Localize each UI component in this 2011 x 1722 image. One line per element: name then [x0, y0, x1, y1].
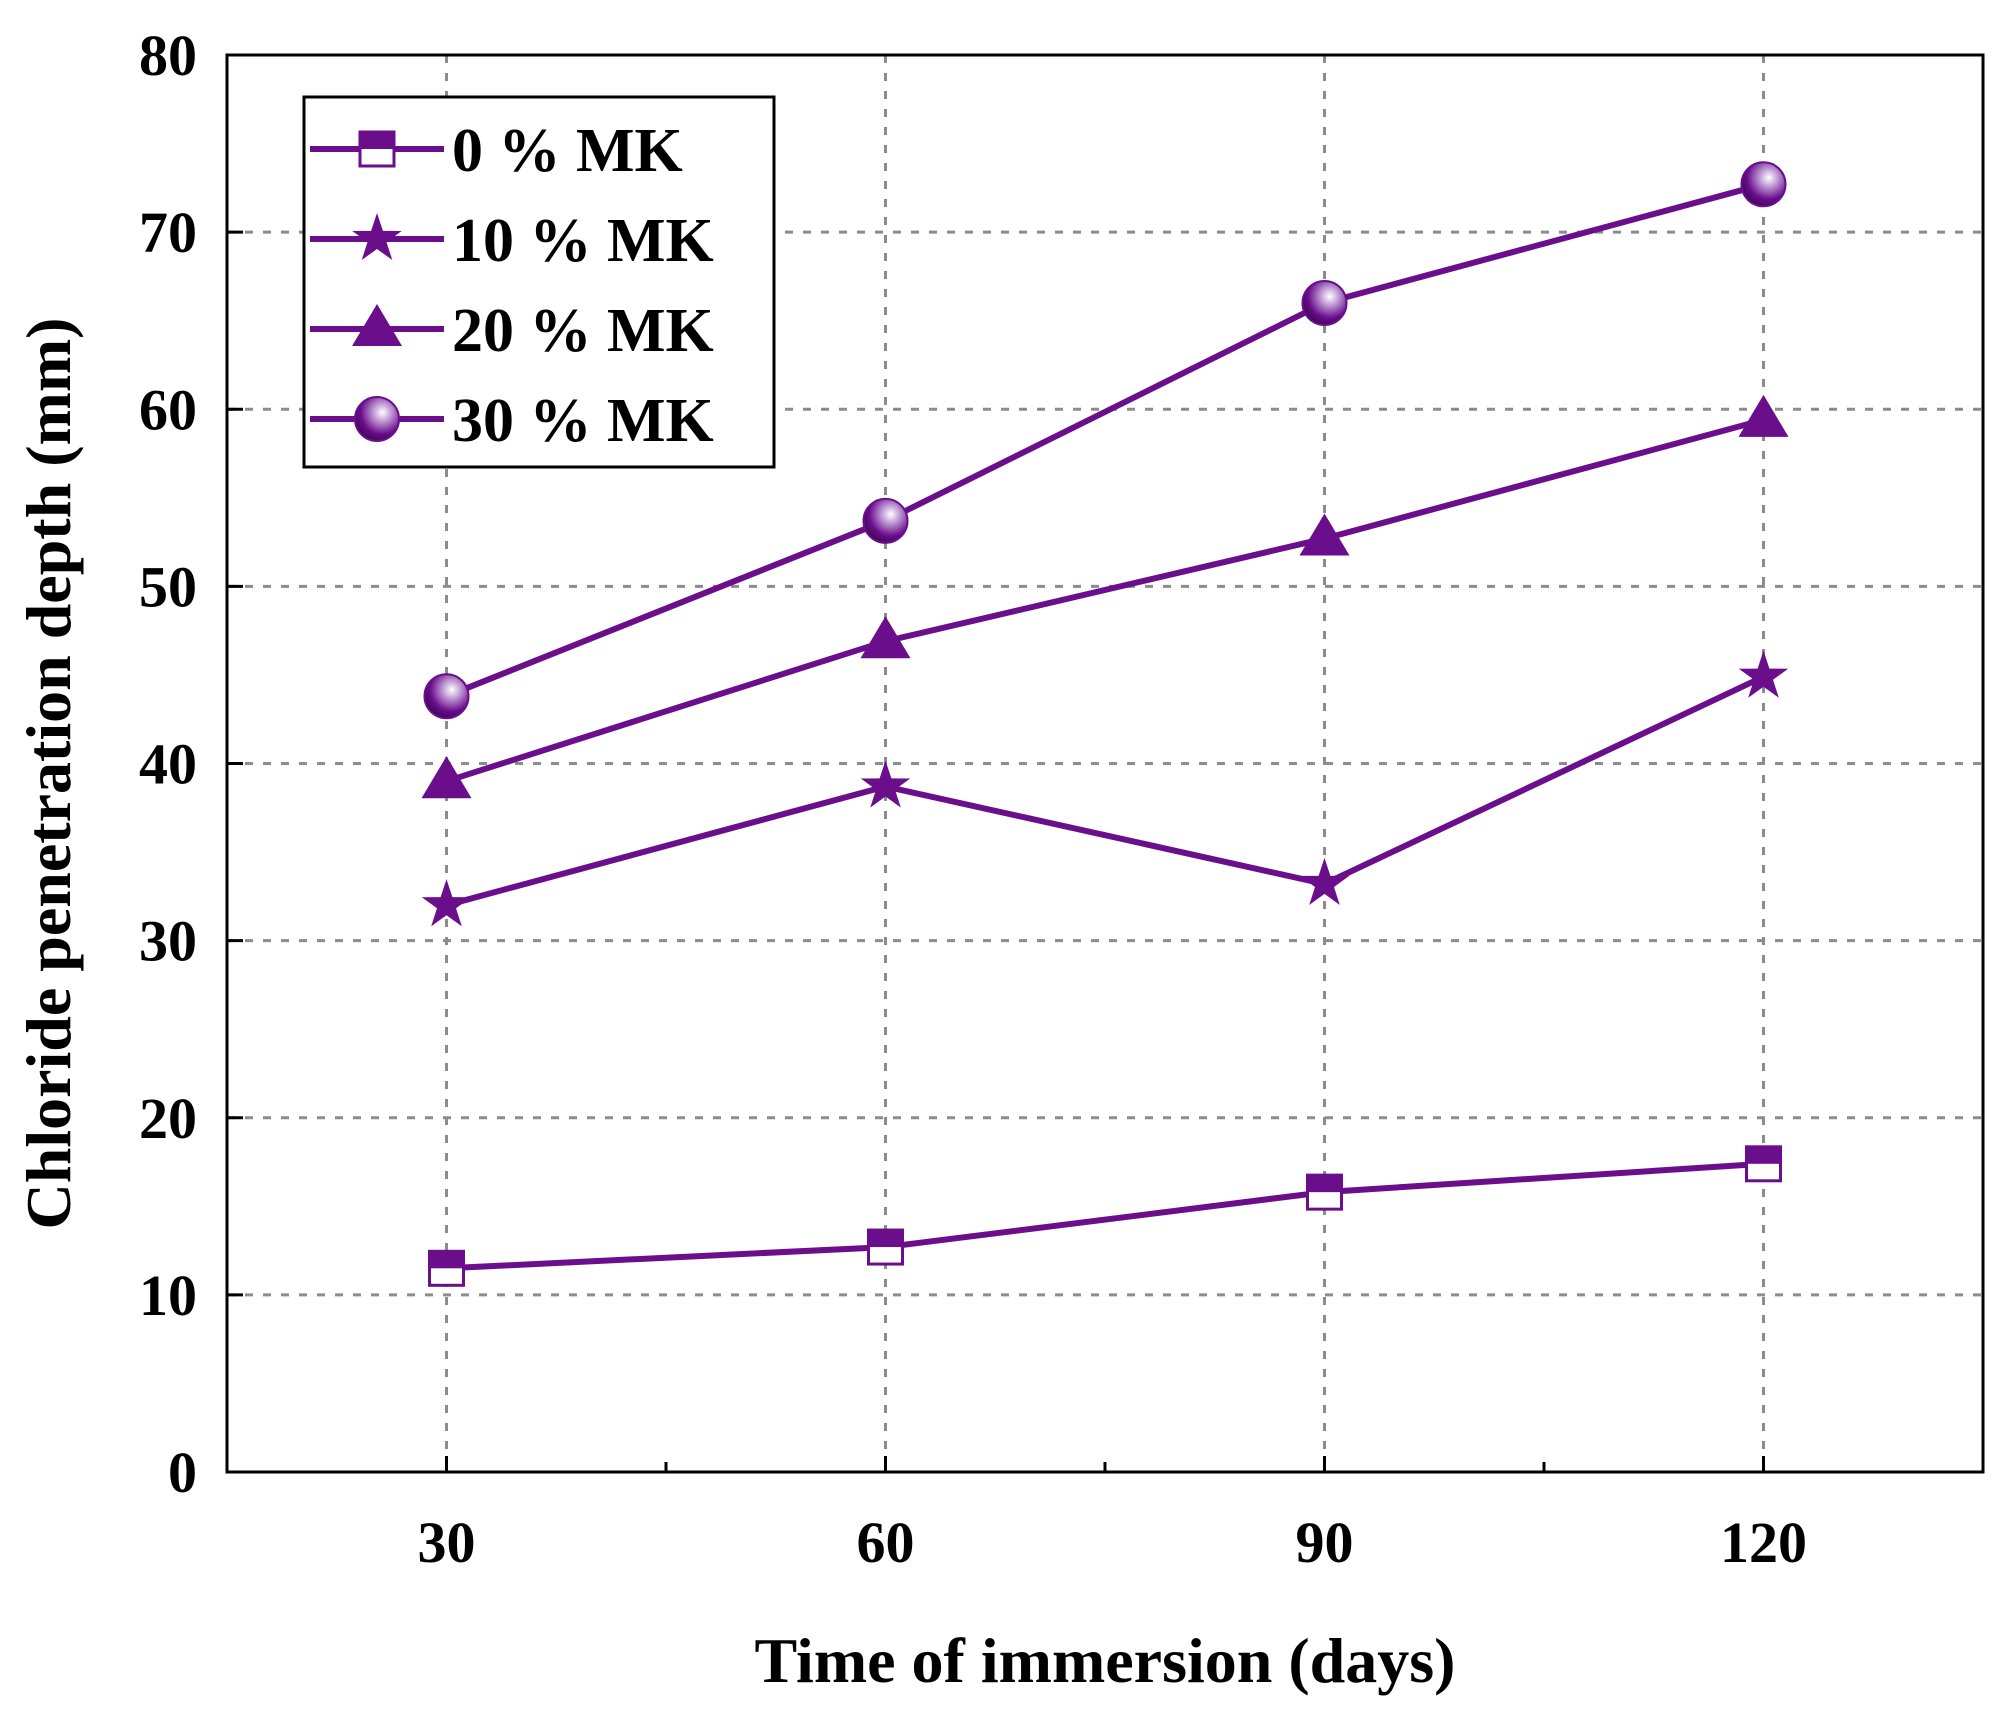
marker-sphere: [423, 673, 470, 720]
data-point: [867, 1228, 904, 1266]
x-tick-label: 60: [857, 1510, 915, 1575]
y-tick-label: 0: [168, 1440, 197, 1505]
marker-triangle: [352, 304, 402, 346]
legend-marker: [352, 304, 402, 346]
x-axis-title: Time of immersion (days): [755, 1625, 1456, 1696]
legend-label: 10 % MK: [452, 207, 714, 275]
legend-item: 30 % MK: [310, 387, 714, 455]
y-tick-label: 40: [139, 732, 197, 797]
data-point: [1745, 1145, 1782, 1183]
marker-triangle: [421, 756, 472, 799]
legend-label: 20 % MK: [452, 297, 714, 365]
data-point: [1301, 279, 1348, 326]
marker-sphere: [1740, 161, 1787, 208]
series-line: [446, 1160, 1764, 1272]
marker-square-fill: [360, 132, 394, 149]
legend-item: 10 % MK: [310, 207, 714, 275]
y-tick-label: 50: [139, 554, 197, 619]
y-tick-label: 60: [139, 377, 197, 442]
y-axis-title: Chloride penetration depth (mm): [13, 318, 84, 1230]
y-tick-label: 20: [139, 1086, 197, 1151]
data-point: [1299, 513, 1350, 556]
data-point: [1738, 394, 1789, 437]
legend: 0 % MK 10 % MK 20 % MK 30 % MK: [302, 95, 776, 469]
marker-star: [1299, 857, 1350, 905]
series-3: [423, 161, 1787, 720]
y-tick-label: 10: [139, 1263, 197, 1328]
series-line: [445, 417, 1765, 785]
data-point: [421, 756, 472, 799]
data-point: [1738, 650, 1789, 698]
data-point: [1740, 161, 1787, 208]
marker-square-fill: [429, 1251, 464, 1269]
series-line: [445, 673, 1765, 909]
data-point: [862, 497, 909, 544]
series-2: [421, 394, 1789, 799]
data-point: [860, 616, 911, 659]
x-tick-label: 120: [1720, 1510, 1807, 1575]
marker-sphere: [862, 497, 909, 544]
data-point: [423, 673, 470, 720]
marker-star: [860, 760, 911, 808]
marker-triangle: [1299, 513, 1350, 556]
data-point: [1306, 1173, 1343, 1211]
data-point: [1299, 857, 1350, 905]
data-point: [860, 760, 911, 808]
legend-item: 20 % MK: [310, 297, 714, 365]
marker-triangle: [860, 616, 911, 659]
marker-sphere: [354, 396, 400, 442]
y-tick-label: 80: [139, 23, 197, 88]
legend-marker: [358, 130, 396, 168]
legend-label: 30 % MK: [452, 387, 714, 455]
y-tick-label: 70: [139, 200, 197, 265]
marker-star: [352, 213, 402, 260]
marker-triangle: [1738, 394, 1789, 437]
x-tick-label: 30: [418, 1510, 476, 1575]
marker-sphere: [1301, 279, 1348, 326]
marker-square-fill: [1746, 1146, 1781, 1164]
legend-marker: [354, 396, 400, 442]
axes: [225, 53, 1985, 1474]
series: [421, 161, 1789, 1287]
marker-square-fill: [868, 1230, 903, 1248]
data-point: [421, 879, 472, 927]
x-tick-label: 90: [1296, 1510, 1354, 1575]
marker-star: [1738, 650, 1789, 698]
tick-labels: 0 10 20 30 40 50 60 70 80 30 60 90 120: [139, 23, 1807, 1575]
series-line: [445, 181, 1765, 699]
data-point: [428, 1249, 465, 1287]
marker-star: [421, 879, 472, 927]
series-1: [421, 650, 1789, 927]
y-tick-label: 30: [139, 909, 197, 974]
legend-item: 0 % MK: [310, 117, 683, 185]
marker-square-fill: [1307, 1175, 1342, 1193]
legend-label: 0 % MK: [452, 117, 683, 185]
legend-marker: [352, 213, 402, 260]
series-0: [428, 1145, 1782, 1287]
